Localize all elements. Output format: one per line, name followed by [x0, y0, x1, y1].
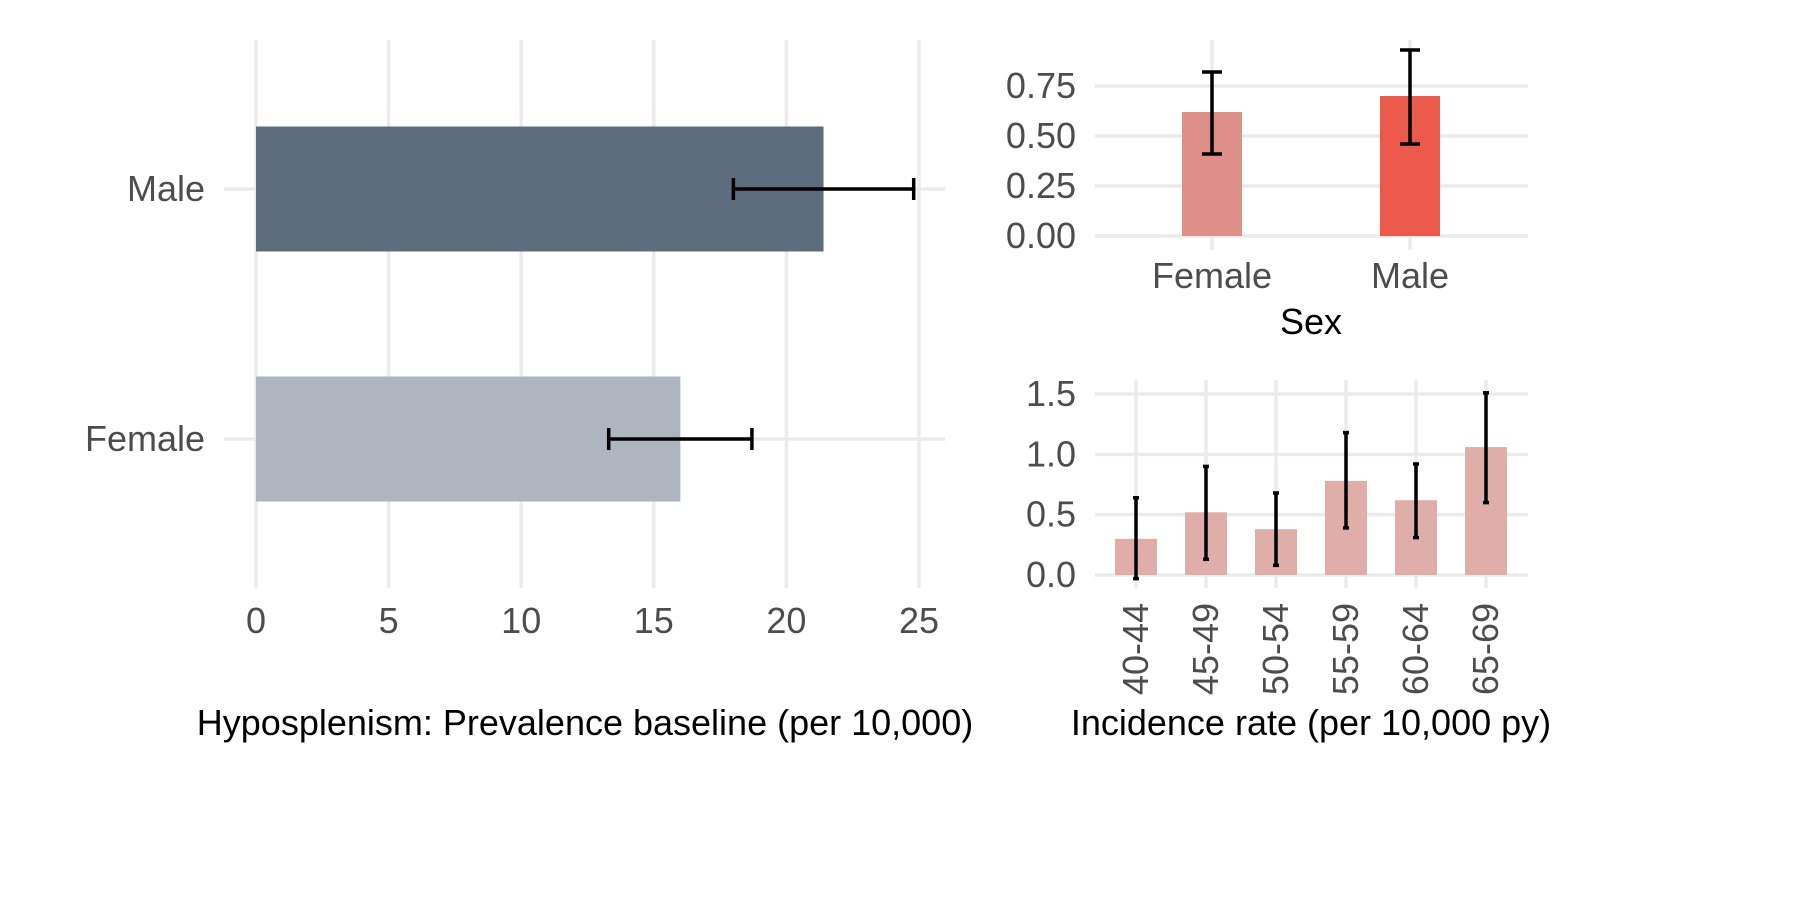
bar: [256, 126, 824, 252]
y-tick-label: 1.0: [1026, 433, 1076, 474]
x-tick-label: Female: [1152, 255, 1272, 296]
x-tick-label: 0: [246, 600, 266, 641]
x-tick-label: 5: [379, 600, 399, 641]
x-tick-label: 50-54: [1255, 603, 1296, 695]
y-tick-label: 0.00: [1006, 215, 1076, 256]
y-tick-label: 0.50: [1006, 115, 1076, 156]
y-tick-label: Male: [127, 168, 205, 209]
prevalence-panel: Male Female 0 5 10 15 20 25 Hyposplenism: Preval…: [85, 40, 973, 743]
x-tick-label: 40-44: [1115, 603, 1156, 695]
x-tick-label: 60-64: [1395, 603, 1436, 695]
x-tick-label: Male: [1371, 255, 1449, 296]
y-tick-label: 1.5: [1026, 373, 1076, 414]
x-tick-label: 65-69: [1465, 603, 1506, 695]
x-tick-label: 10: [501, 600, 541, 641]
x-tick-label: 55-59: [1325, 603, 1366, 695]
y-tick-label: 0.0: [1026, 554, 1076, 595]
y-tick-label: Female: [85, 418, 205, 459]
incidence-by-age-panel: 40-44 45-49 50-54 55-59 60-64 65-69 0.0 0.5 1.0 1…: [1026, 373, 1551, 743]
x-tick-label: 45-49: [1185, 603, 1226, 695]
x-axis-title: Sex: [1280, 301, 1342, 342]
x-axis-title: Incidence rate (per 10,000 py): [1071, 702, 1551, 743]
y-tick-label: 0.75: [1006, 65, 1076, 106]
x-tick-label: 25: [899, 600, 939, 641]
x-axis-title: Hyposplenism: Prevalence baseline (per 1…: [197, 702, 973, 743]
y-tick-label: 0.25: [1006, 165, 1076, 206]
incidence-by-sex-panel: Female Male 0.00 0.25 0.50 0.75 Sex: [1006, 40, 1528, 342]
x-tick-label: 20: [766, 600, 806, 641]
y-tick-label: 0.5: [1026, 494, 1076, 535]
x-tick-label: 15: [634, 600, 674, 641]
